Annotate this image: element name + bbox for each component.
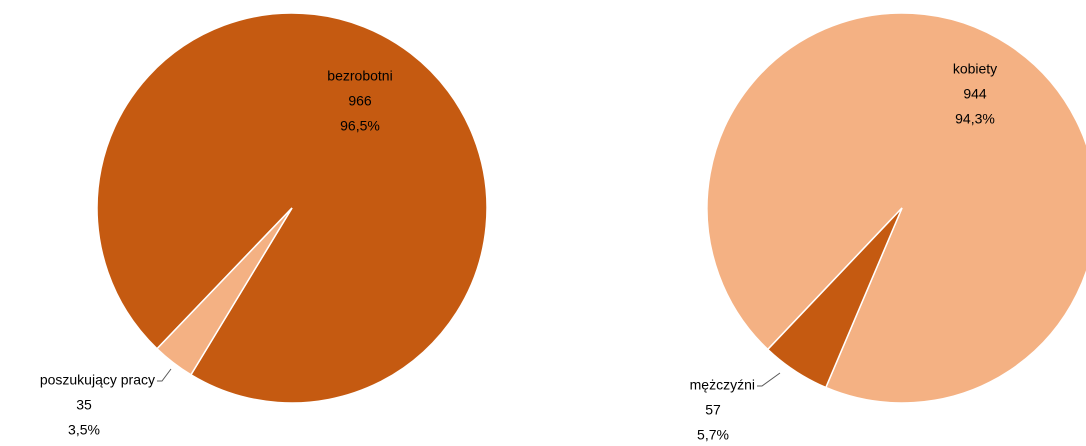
slice-label: mężczyźni: [690, 377, 755, 393]
slice-label: kobiety: [953, 61, 997, 77]
slice-percent: 96,5%: [340, 118, 380, 134]
slice-value: 966: [348, 93, 372, 109]
slice-value: 57: [705, 402, 721, 418]
pie-slice: [766, 207, 903, 389]
slice-percent: 5,7%: [697, 427, 729, 443]
slice-label: bezrobotni: [327, 68, 392, 84]
leader-line: [757, 372, 781, 387]
slice-label: poszukujący pracy: [40, 372, 155, 388]
slice-value: 35: [76, 397, 92, 413]
slice-percent: 3,5%: [68, 422, 100, 438]
slice-value: 944: [963, 86, 987, 102]
slice-percent: 94,3%: [955, 111, 995, 127]
pie-slice: [706, 12, 1086, 404]
pie-slice: [155, 207, 293, 376]
leader-line: [157, 368, 172, 382]
